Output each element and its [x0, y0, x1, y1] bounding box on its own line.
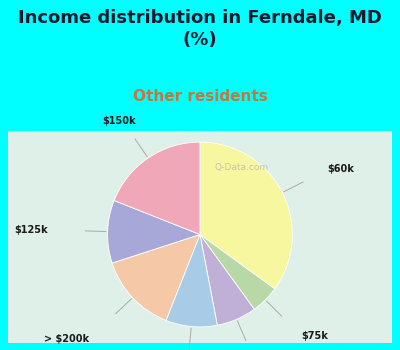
Wedge shape	[200, 234, 275, 309]
Text: $60k: $60k	[328, 164, 354, 175]
Text: Q-Data.com: Q-Data.com	[214, 163, 269, 172]
Text: > $200k: > $200k	[44, 334, 89, 344]
Wedge shape	[200, 234, 254, 325]
Text: Other residents: Other residents	[133, 89, 267, 104]
Wedge shape	[200, 142, 292, 289]
Text: $150k: $150k	[103, 116, 136, 126]
Wedge shape	[112, 234, 200, 320]
Wedge shape	[108, 201, 200, 263]
Text: $125k: $125k	[14, 225, 48, 235]
Wedge shape	[166, 234, 217, 327]
Wedge shape	[114, 142, 200, 235]
Text: Income distribution in Ferndale, MD
(%): Income distribution in Ferndale, MD (%)	[18, 9, 382, 49]
Text: $75k: $75k	[301, 331, 328, 341]
